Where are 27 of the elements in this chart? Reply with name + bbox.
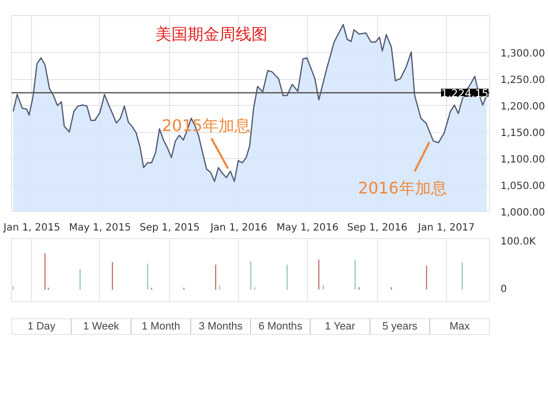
ref-line-label: 1,224.15 [441, 86, 489, 100]
y-tick-label: 1,300.00 [500, 48, 546, 60]
y-tick-label: 100.0K [500, 236, 536, 248]
x-tick-label: May 1, 2016 [276, 222, 339, 234]
annotation: 2016年加息 [358, 178, 447, 198]
text: 1 Year [324, 320, 356, 332]
text: 1 Day [27, 320, 56, 332]
x-tick-label: Sep 1, 2015 [140, 222, 200, 234]
x-tick-label: May 1, 2015 [68, 222, 131, 234]
x-tick-label: Jan 1, 2015 [2, 222, 60, 234]
y-tick-label: 1,000.00 [500, 208, 546, 218]
x-tick-label: Jan 1, 2017 [417, 222, 475, 234]
y-tick-label: 1,050.00 [500, 181, 546, 192]
x-tick-label: Jan 1, 2016 [209, 222, 268, 234]
y-tick-label: 1,200.00 [500, 102, 546, 113]
text: 美国期金周线图 [156, 24, 268, 44]
x-tick-label: Sep 1, 2016 [347, 222, 408, 234]
text: 3 Months [198, 320, 243, 332]
text: 1 Week [83, 320, 120, 332]
y-tick-label: 0 [500, 284, 507, 296]
y-tick-label: 1,100.00 [500, 154, 546, 166]
y-tick-label: 1,150.00 [500, 128, 546, 140]
text: 6 Months [258, 320, 302, 332]
text: 1 Month [142, 320, 180, 332]
text: 5 years [382, 320, 418, 332]
text: Max [450, 320, 470, 332]
y-tick-label: 1,250.00 [500, 75, 546, 86]
